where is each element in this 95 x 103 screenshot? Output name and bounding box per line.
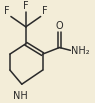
Text: NH: NH: [13, 91, 28, 101]
Text: F: F: [42, 6, 47, 16]
Text: NH₂: NH₂: [71, 46, 90, 56]
Text: F: F: [23, 1, 29, 11]
Text: F: F: [4, 6, 10, 16]
Text: O: O: [56, 21, 63, 31]
